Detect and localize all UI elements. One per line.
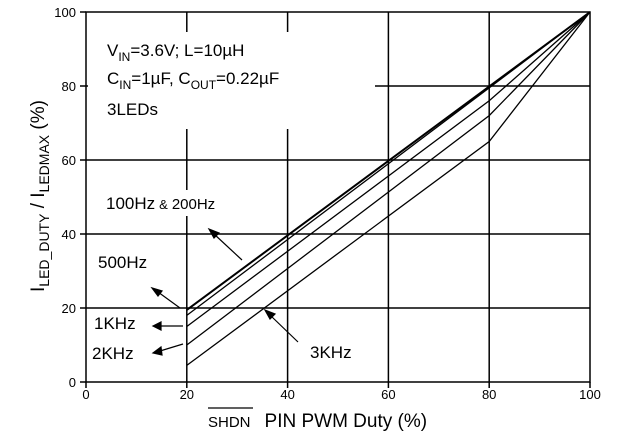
plot-frame bbox=[85, 11, 591, 383]
arrow-100hz-line bbox=[213, 233, 243, 261]
y-tick-label-4: 80 bbox=[62, 79, 76, 94]
arrow-3khz-head bbox=[263, 308, 277, 320]
axis-ticks: 0 20 40 60 80 100 0 20 40 60 80 100 bbox=[54, 5, 601, 402]
y-tick-label-0: 0 bbox=[69, 375, 76, 390]
label-arrows bbox=[150, 227, 299, 356]
condition-cin-cout: CIN=1µF, COUT=0.22µF bbox=[107, 69, 279, 92]
label-100hz-bg bbox=[101, 190, 251, 216]
y-tick-label-2: 40 bbox=[62, 227, 76, 242]
arrow-2khz-head bbox=[151, 345, 163, 356]
x-tick-label-2: 40 bbox=[280, 387, 294, 402]
label-3khz: 3KHz bbox=[310, 343, 352, 362]
series-line-4 bbox=[186, 11, 591, 366]
label-2khz: 2KHz bbox=[92, 344, 134, 363]
arrow-2khz-line bbox=[159, 343, 184, 352]
conditions-bg bbox=[88, 32, 375, 129]
series-labels: 100Hz & 200Hz 500Hz 1KHz 2KHz 3KHz bbox=[92, 190, 352, 363]
series-lines bbox=[186, 11, 591, 366]
label-500hz: 500Hz bbox=[98, 253, 147, 272]
label-100hz: 100Hz & 200Hz bbox=[106, 194, 215, 213]
series-line-0 bbox=[186, 11, 591, 311]
x-axis-label: SHDN PIN PWM Duty (%) bbox=[208, 411, 427, 432]
y-axis-label: ILED_DUTY / ILEDMAX (%) bbox=[28, 100, 52, 292]
arrow-100hz-head bbox=[207, 227, 221, 239]
condition-leds: 3LEDs bbox=[107, 100, 158, 119]
x-tick-label-5: 100 bbox=[579, 387, 601, 402]
series-line-2 bbox=[186, 11, 591, 328]
y-tick-label-1: 20 bbox=[62, 301, 76, 316]
series-line-1 bbox=[186, 11, 591, 316]
y-tick-label-5: 100 bbox=[54, 5, 76, 20]
x-tick-label-1: 20 bbox=[180, 387, 194, 402]
x-tick-label-3: 60 bbox=[381, 387, 395, 402]
arrow-1khz-head bbox=[151, 321, 162, 331]
conditions-box: VIN=3.6V; L=10µH CIN=1µF, COUT=0.22µF 3L… bbox=[88, 32, 375, 129]
x-tick-label-0: 0 bbox=[82, 387, 89, 402]
label-1khz: 1KHz bbox=[94, 314, 136, 333]
condition-vin-l: VIN=3.6V; L=10µH bbox=[107, 41, 244, 64]
series-line-3 bbox=[186, 11, 591, 346]
arrow-500hz-head bbox=[150, 286, 164, 297]
x-tick-label-4: 80 bbox=[482, 387, 496, 402]
arrow-3khz-line bbox=[270, 315, 299, 343]
y-tick-label-3: 60 bbox=[62, 153, 76, 168]
arrow-500hz-line bbox=[157, 291, 181, 309]
